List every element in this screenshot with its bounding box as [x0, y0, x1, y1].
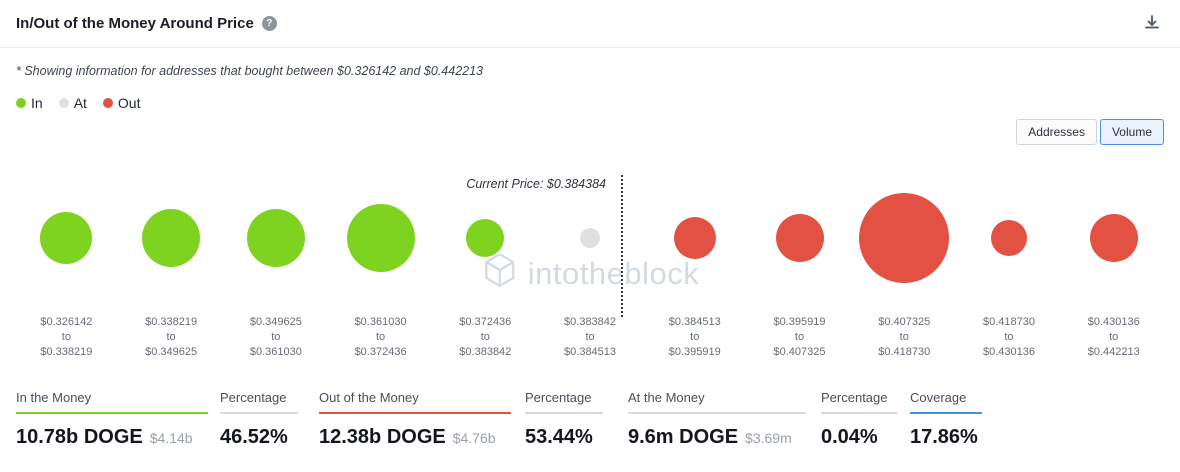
stat-value: 0.04% — [821, 425, 878, 448]
bubble-dot — [580, 228, 601, 248]
stat-value-row: 17.86% — [910, 426, 982, 449]
bubble-dot — [466, 219, 505, 257]
bubble-dot — [775, 214, 824, 262]
download-button[interactable] — [1140, 10, 1164, 37]
legend-item-in[interactable]: In — [16, 95, 43, 111]
price-range-label-1: $0.338219 to $0.349625 — [145, 316, 198, 358]
bubble-row — [0, 165, 1180, 311]
out-dot-icon — [102, 98, 113, 108]
stat-0-in-the-money: In the Money 10.78b DOGE $4.14b — [16, 390, 208, 449]
toggle-addresses[interactable]: Addresses — [1016, 119, 1097, 145]
bubble-chart: intotheblock Current Price: $0.384384 $0… — [0, 165, 1180, 360]
help-icon[interactable]: ? — [261, 16, 277, 31]
legend-label: At — [73, 95, 87, 111]
stat-value-row: 12.38b DOGE $4.76b — [319, 426, 511, 449]
stat-value: 46.52% — [220, 425, 288, 448]
stat-value: 17.86% — [910, 425, 978, 448]
stat-2-out-of-the-money: Out of the Money 12.38b DOGE $4.76b — [319, 390, 511, 449]
stat-value-row: 9.6m DOGE $3.69m — [628, 426, 806, 449]
bubble-in-2[interactable] — [223, 165, 328, 311]
current-price-label: Current Price: $0.384384 — [466, 177, 606, 191]
stat-6-coverage: Coverage 17.86% — [910, 390, 982, 449]
price-range-label-0: $0.326142 to $0.338219 — [40, 316, 93, 358]
price-range-label-2: $0.349625 to $0.361030 — [249, 316, 302, 358]
stat-3-percentage: Percentage 53.44% — [525, 390, 603, 449]
price-range-label-3: $0.361030 to $0.372436 — [354, 316, 407, 358]
bubble-dot — [40, 212, 93, 264]
bubble-out-9[interactable] — [957, 165, 1062, 311]
address-range-note: * Showing information for addresses that… — [16, 64, 484, 78]
stat-5-percentage: Percentage 0.04% — [821, 390, 897, 449]
bubble-out-8[interactable] — [852, 165, 957, 311]
stat-label: Coverage — [910, 390, 982, 414]
price-range-label-9: $0.418730 to $0.430136 — [982, 316, 1035, 358]
price-range-label-7: $0.395919 to $0.407325 — [773, 316, 826, 358]
legend-item-out[interactable]: Out — [102, 95, 141, 111]
price-range-label-8: $0.407325 to $0.418730 — [878, 316, 931, 358]
stat-label: At the Money — [628, 390, 806, 414]
stats-row: In the Money 10.78b DOGE $4.14b Percentage 4… — [0, 390, 1180, 449]
bubble-out-7[interactable] — [747, 165, 852, 311]
stat-4-at-the-money: At the Money 9.6m DOGE $3.69m — [628, 390, 806, 449]
stat-label: Percentage — [220, 390, 298, 414]
stat-label: In the Money — [16, 390, 208, 414]
bubble-dot — [990, 220, 1027, 256]
download-icon — [1144, 15, 1160, 33]
view-toggle-row: Addresses Volume — [0, 119, 1180, 145]
legend: In At Out — [16, 95, 1164, 111]
in-dot-icon — [16, 98, 26, 108]
bubble-at-5[interactable] — [538, 165, 643, 311]
toggle-volume[interactable]: Volume — [1099, 119, 1164, 145]
widget-header: In/Out of the Money Around Price ? — [0, 0, 1180, 48]
view-toggle: Addresses Volume — [1016, 119, 1164, 145]
legend-item-at[interactable]: At — [58, 95, 87, 111]
bubble-dot — [346, 204, 415, 272]
stat-1-percentage: Percentage 46.52% — [220, 390, 298, 449]
stat-value-row: 53.44% — [525, 426, 603, 449]
bubble-dot — [1089, 214, 1138, 262]
stat-label: Percentage — [821, 390, 897, 414]
stat-subvalue: $4.14b — [149, 429, 193, 446]
stat-subvalue: $3.69m — [745, 429, 792, 446]
stat-subvalue: $4.76b — [452, 429, 496, 446]
legend-label: Out — [117, 95, 141, 111]
stat-label: Out of the Money — [319, 390, 511, 414]
bubble-in-4[interactable] — [433, 165, 538, 311]
bubble-dot — [246, 209, 305, 267]
stat-label: Percentage — [525, 390, 603, 414]
bubble-in-1[interactable] — [119, 165, 224, 311]
bubble-dot — [859, 193, 950, 283]
price-range-label-4: $0.372436 to $0.383842 — [459, 316, 512, 358]
stat-value: 53.44% — [525, 425, 593, 448]
legend-label: In — [31, 95, 43, 111]
bubble-in-3[interactable] — [328, 165, 433, 311]
price-range-label-5: $0.383842 to $0.384513 — [564, 316, 617, 358]
stat-value-row: 46.52% — [220, 426, 298, 449]
page-title: In/Out of the Money Around Price — [16, 15, 254, 32]
price-range-label-6: $0.384513 to $0.395919 — [668, 316, 721, 358]
stat-value: 12.38b DOGE — [319, 425, 446, 448]
price-range-labels: $0.326142 to $0.338219 $0.338219 to $0.349625… — [0, 315, 1180, 360]
price-range-label-10: $0.430136 to $0.442213 — [1087, 316, 1140, 358]
bubble-out-10[interactable] — [1061, 165, 1166, 311]
header-left: In/Out of the Money Around Price ? — [16, 15, 277, 32]
current-price-line — [621, 175, 623, 317]
bubble-in-0[interactable] — [14, 165, 119, 311]
stat-value-row: 0.04% — [821, 426, 897, 449]
stat-value-row: 10.78b DOGE $4.14b — [16, 426, 208, 449]
at-dot-icon — [58, 98, 69, 108]
stat-value: 10.78b DOGE — [16, 425, 143, 448]
stat-value: 9.6m DOGE — [628, 425, 739, 448]
bubble-out-6[interactable] — [642, 165, 747, 311]
bubble-dot — [142, 209, 201, 267]
bubble-dot — [673, 217, 716, 259]
